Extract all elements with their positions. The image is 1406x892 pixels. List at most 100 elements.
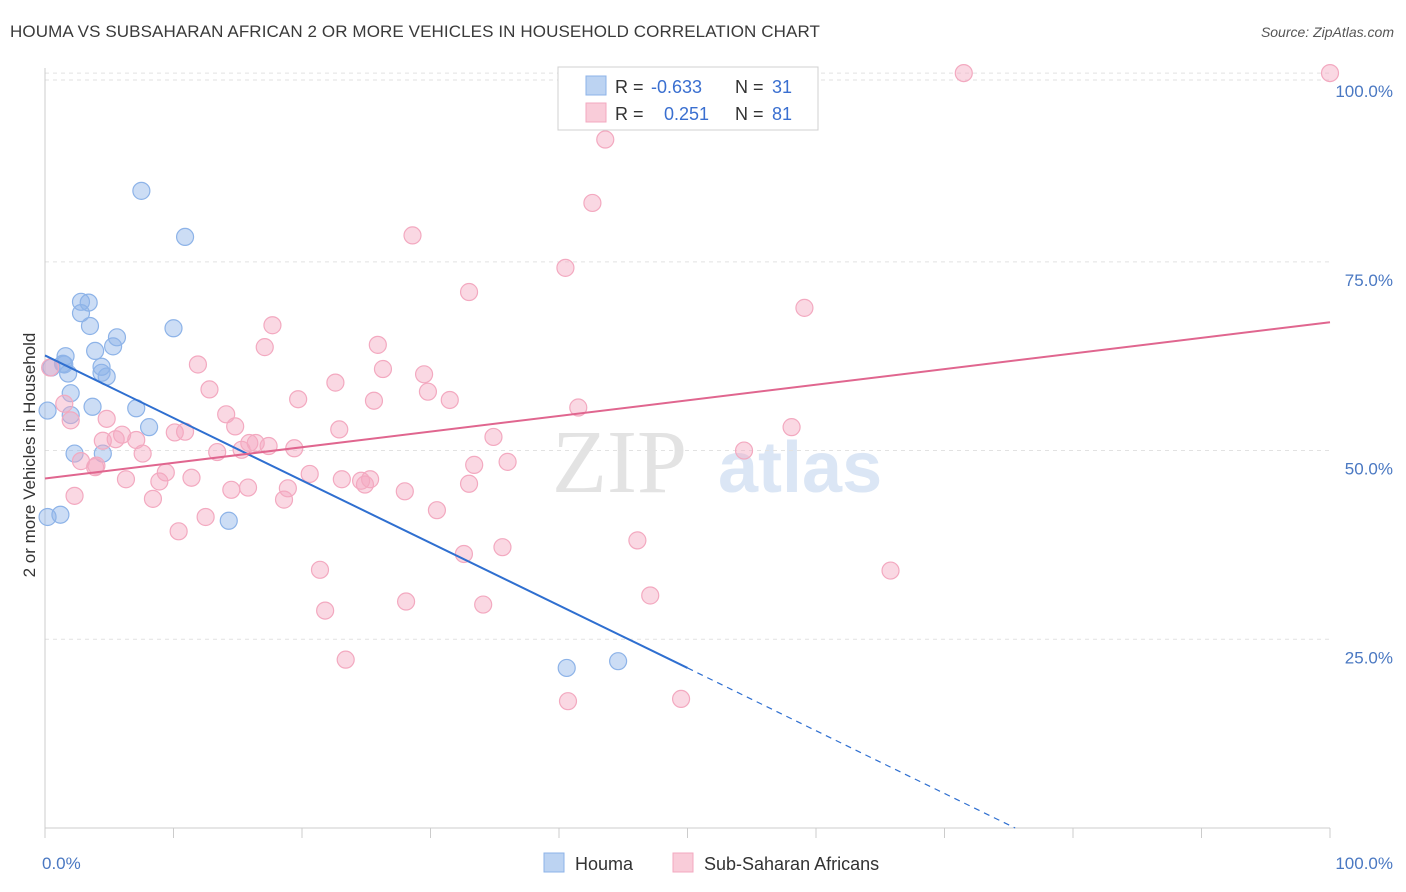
ssa-point xyxy=(61,411,80,430)
houma-point xyxy=(175,227,195,247)
ssa-point xyxy=(403,226,422,245)
houma-series-swatch xyxy=(543,852,565,873)
ssa-point xyxy=(795,298,814,317)
ssa-point xyxy=(116,470,136,489)
ssa-point xyxy=(418,382,438,401)
ssa-point xyxy=(427,501,447,520)
ssa-point xyxy=(954,63,973,83)
ssa-point xyxy=(641,586,660,605)
houma-n-label: N = xyxy=(735,77,764,97)
ssa-point xyxy=(368,335,387,354)
ssa-point xyxy=(289,390,308,409)
ssa-point xyxy=(169,522,188,541)
ssa-point xyxy=(65,486,84,505)
houma-point xyxy=(104,337,123,356)
y-tick-label: 50.0% xyxy=(1345,460,1393,479)
houma-point xyxy=(164,319,183,338)
ssa-point xyxy=(165,423,184,442)
ssa-point xyxy=(226,417,245,436)
ssa-point xyxy=(498,452,517,471)
ssa-point xyxy=(310,560,330,579)
ssa-point xyxy=(332,470,351,489)
ssa-point xyxy=(217,405,236,424)
houma-r-label: R = xyxy=(615,77,644,97)
ssa-point xyxy=(255,338,274,357)
ssa-point xyxy=(133,444,152,463)
houma-point xyxy=(557,658,576,678)
ssa-point xyxy=(326,373,345,392)
ssa-point xyxy=(274,490,294,509)
y-tick-label: 75.0% xyxy=(1345,271,1393,290)
houma-point xyxy=(80,316,100,336)
houma-point xyxy=(132,181,151,200)
ssa-point xyxy=(596,130,615,149)
ssa-point xyxy=(459,282,479,302)
ssa-point xyxy=(55,394,74,413)
houma-series-name: Houma xyxy=(575,854,634,874)
ssa-series-swatch xyxy=(672,852,694,873)
houma-point xyxy=(609,652,628,671)
ssa-point xyxy=(300,464,319,484)
houma-point xyxy=(61,384,80,403)
ssa-point xyxy=(414,365,434,384)
ssa-point xyxy=(355,475,375,494)
ssa-trend-line xyxy=(44,321,1331,480)
houma-point xyxy=(65,444,84,463)
ssa-point xyxy=(87,456,106,475)
axes xyxy=(44,68,1331,838)
y-axis-label: 2 or more Vehicles in Household xyxy=(20,333,39,578)
houma-point xyxy=(51,505,70,524)
ssa-point xyxy=(465,455,484,474)
ssa-point xyxy=(182,468,201,487)
houma-point xyxy=(92,357,111,376)
ssa-point xyxy=(238,478,258,497)
ssa-point xyxy=(112,425,132,444)
ssa-point xyxy=(881,561,900,580)
tick-labels: 25.0% 50.0% 75.0% 100.0% 0.0% 100.0% xyxy=(42,82,1393,873)
ssa-point xyxy=(336,650,355,669)
ssa-point xyxy=(569,398,588,417)
houma-r-value: -0.633 xyxy=(651,77,702,97)
ssa-point xyxy=(278,479,297,498)
ssa-point xyxy=(396,592,416,611)
houma-point xyxy=(83,397,102,416)
series-legend: Houma Sub-Saharan Africans xyxy=(543,852,879,874)
ssa-n-label: N = xyxy=(735,104,764,124)
data-points xyxy=(38,63,1340,711)
ssa-point xyxy=(628,531,647,550)
ssa-point xyxy=(583,193,602,213)
ssa-point xyxy=(222,480,241,499)
y-tick-label: 100.0% xyxy=(1335,82,1393,101)
ssa-point xyxy=(316,601,335,620)
ssa-series-name: Sub-Saharan Africans xyxy=(704,854,879,874)
ssa-point xyxy=(150,472,169,491)
ssa-point xyxy=(240,433,259,453)
ssa-point xyxy=(558,692,578,711)
ssa-point xyxy=(196,507,215,527)
houma-point xyxy=(107,328,127,347)
watermark-zip: ZIP xyxy=(552,413,687,512)
houma-point xyxy=(61,405,80,425)
chart-title: HOUMA VS SUBSAHARAN AFRICAN 2 OR MORE VE… xyxy=(10,22,820,41)
ssa-point xyxy=(373,359,393,379)
ssa-point xyxy=(156,463,175,482)
stats-legend: R = -0.633 N = 31 R = 0.251 N = 81 xyxy=(557,66,819,131)
x-tick-label: 0.0% xyxy=(42,854,81,873)
ssa-point xyxy=(484,427,503,447)
gridlines xyxy=(45,72,1330,640)
ssa-point xyxy=(263,316,282,335)
ssa-point xyxy=(1320,63,1340,83)
houma-point xyxy=(38,401,57,420)
ssa-point xyxy=(440,390,459,410)
ssa-point xyxy=(556,258,575,277)
houma-trend-extension xyxy=(687,667,1016,829)
houma-point xyxy=(86,341,105,361)
houma-point xyxy=(79,293,98,312)
ssa-point xyxy=(459,474,479,493)
ssa-point xyxy=(734,441,754,460)
trend-lines xyxy=(44,321,1331,829)
ssa-r-label: R = xyxy=(615,104,644,124)
chart-source: Source: ZipAtlas.com xyxy=(1260,24,1394,40)
ssa-point xyxy=(474,595,493,614)
